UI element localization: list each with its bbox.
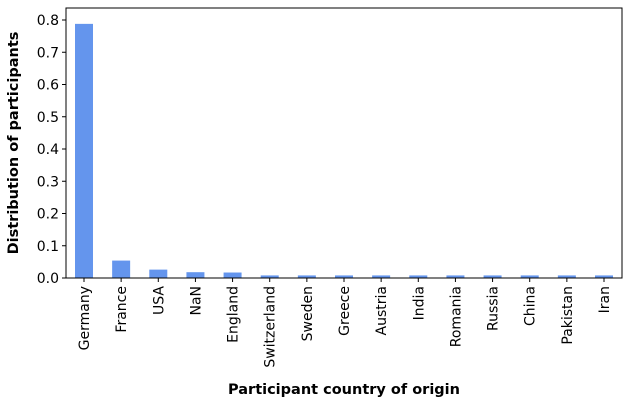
y-tick-label: 0.7 (37, 45, 59, 61)
bar-nan (186, 272, 205, 278)
bar-france (112, 260, 131, 278)
x-tick-label: Greece (337, 286, 353, 336)
y-tick-label: 0.6 (37, 78, 59, 94)
bar-germany (75, 23, 93, 279)
bar-switzerland (260, 275, 279, 278)
x-tick-label: Romania (448, 286, 464, 347)
y-axis: 0.0 0.1 0.2 0.3 0.4 0.5 0.6 0.7 0.8 (37, 13, 66, 287)
bar-china (520, 275, 539, 278)
y-tick-label: 0.4 (37, 142, 59, 158)
y-tick-label: 0.0 (37, 271, 59, 287)
x-tick-label: India (411, 286, 427, 320)
x-tick-label: Germany (77, 286, 93, 350)
bar-pakistan (557, 275, 576, 278)
x-tick-label: NaN (188, 286, 204, 316)
x-tick-label: Pakistan (560, 286, 576, 345)
bar-usa (149, 269, 168, 278)
y-tick-label: 0.1 (37, 239, 59, 255)
x-axis: Germany France USA NaN England Switzerland Swe… (77, 278, 613, 368)
plot-frame (65, 7, 623, 279)
bar-iran (595, 275, 613, 278)
x-tick-label: England (226, 286, 242, 343)
x-tick-label: Sweden (300, 286, 316, 341)
bar-romania (446, 275, 465, 278)
bar-england (223, 272, 242, 278)
bars-layer (75, 23, 613, 279)
x-tick-label: Russia (486, 286, 502, 331)
bar-india (409, 275, 428, 278)
x-tick-label: China (523, 286, 539, 326)
y-tick-label: 0.2 (37, 207, 59, 223)
y-tick-label: 0.5 (37, 110, 59, 126)
x-axis-title: Participant country of origin (228, 382, 460, 398)
y-tick-label: 0.8 (37, 13, 59, 29)
y-axis-title: Distribution of participants (6, 32, 22, 255)
y-tick-label: 0.3 (37, 174, 59, 190)
x-tick-label: USA (151, 286, 167, 315)
bar-sweden (297, 275, 316, 278)
x-tick-label: Iran (597, 286, 613, 313)
bar-austria (372, 275, 391, 278)
x-tick-label: Austria (374, 286, 390, 335)
x-tick-label: France (114, 286, 130, 333)
bar-greece (335, 275, 353, 278)
bar-russia (483, 275, 502, 278)
x-tick-label: Switzerland (263, 286, 279, 368)
